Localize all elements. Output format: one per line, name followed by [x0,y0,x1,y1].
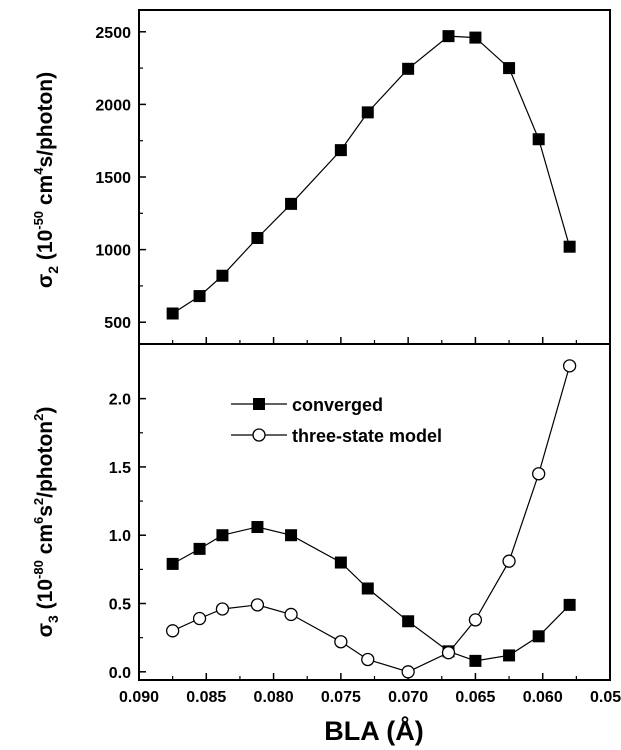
bottom-three-state-model-point [441,646,456,660]
bottom-x-tick-label: 0.075 [321,689,361,706]
top-series-point [193,290,206,303]
bottom-panel-plot [165,359,577,679]
bottom-converged-point [216,529,229,542]
bottom-y-label-sub: 3 [45,615,61,623]
top-series-point [563,240,576,253]
bottom-x-tick-label: 0.055 [590,689,621,706]
top-series-point [216,269,229,282]
bottom-x-tick-label: 0.090 [119,689,159,706]
bottom-y-label-mid: cm [34,524,57,560]
bottom-three-state-model-point [334,635,348,649]
bottom-converged-point [285,529,298,542]
top-panel-ticks: 500 1000 1500 2000 2500 [95,25,611,344]
bottom-panel-ticks: 0.0 0.5 1.0 1.5 2.0 0.090 0.085 0.080 0.075 0.070… [109,392,621,706]
bottom-converged-point [563,598,576,611]
bottom-x-tick-label: 0.085 [186,689,226,706]
bottom-three-state-model-point [361,652,375,667]
top-series-line [172,35,571,315]
top-series-point [251,231,264,244]
bottom-y-label-open: (10 [34,579,57,615]
top-series-point [532,133,545,146]
bottom-y-tick-label: 0.0 [109,665,131,682]
top-series-point [402,62,415,75]
top-y-tick-label: 1000 [95,243,131,260]
bottom-three-state-model-point [250,598,265,612]
bottom-x-tick-label: 0.060 [523,689,563,706]
bottom-three-state-model-point [165,624,180,638]
bottom-y-label-symbol: σ [34,623,57,637]
top-y-label-open: (10 [34,230,57,266]
top-y-tick-label: 1500 [95,170,131,187]
legend-item-converged: converged [231,395,383,415]
bottom-three-state-model-point [468,613,483,627]
bottom-y-label-exp1: -80 [31,560,46,579]
top-y-label-exp1: -50 [31,211,46,230]
legend-three-state-marker [252,428,266,442]
bottom-converged-point [166,557,179,570]
top-y-label-exp2: 4 [31,167,46,175]
bottom-y-label-exp2: 6 [31,517,46,524]
top-series-point [166,307,179,320]
top-y-tick-label: 2500 [95,25,131,42]
bottom-x-tick-label: 0.065 [455,689,495,706]
bottom-converged-point [251,521,264,534]
bottom-three-state-model-point [284,607,298,622]
top-y-label-tail: s/photon) [34,72,57,168]
top-series-point [285,197,298,210]
bottom-y-tick-label: 1.5 [109,460,131,477]
bottom-converged-point [193,542,206,555]
top-panel-plot [166,30,576,320]
bottom-converged-point [532,630,545,643]
bottom-y-label-close: ) [34,407,57,414]
top-y-tick-label: 500 [104,315,131,332]
bottom-converged-point [402,615,415,628]
bottom-converged-point [361,582,374,595]
top-y-label-mid: cm [34,175,57,211]
bottom-converged-point [334,556,347,569]
bottom-y-label-mid2: s [34,505,57,517]
bottom-three-state-model-point [532,467,546,481]
bottom-y-label-exp3: 2 [31,498,46,505]
bottom-three-state-model-point [192,611,207,626]
legend: converged three-state model [231,395,442,446]
bottom-y-tick-label: 1.0 [109,528,131,545]
bottom-three-state-model-point [215,602,230,616]
top-series-point [503,62,516,75]
top-y-axis-label: σ2 (10-50 cm4s/photon) [31,72,61,288]
top-panel-frame [138,9,611,345]
top-series-point [469,31,482,44]
legend-converged-marker [253,398,265,410]
top-y-label-symbol: σ [34,274,57,288]
top-y-label-sub: 2 [45,266,61,274]
bottom-y-label-exp4: 2 [31,414,46,421]
legend-item-three-state-model: three-state model [231,426,442,446]
bottom-converged-point [469,654,482,667]
bottom-y-tick-label: 2.0 [109,392,131,409]
x-axis-label: BLA (Å) [324,715,423,746]
top-series-point [334,144,347,157]
bottom-x-tick-label: 0.070 [388,689,428,706]
legend-converged-label: converged [292,395,383,415]
bottom-three-state-model-point [502,554,516,568]
top-series-point [442,30,455,43]
bottom-converged-point [503,649,516,662]
bottom-three-state-model-point [401,665,415,679]
legend-three-state-label: three-state model [292,426,442,446]
bottom-y-axis-label: σ3 (10-80 cm6s2/photon2) [31,407,61,638]
top-y-tick-label: 2000 [95,97,131,114]
top-series-point [361,106,374,119]
bottom-three-state-model-point [562,359,577,373]
bottom-y-tick-label: 0.5 [109,597,131,614]
bottom-x-tick-label: 0.080 [254,689,294,706]
bottom-y-label-tail: /photon [34,421,57,498]
